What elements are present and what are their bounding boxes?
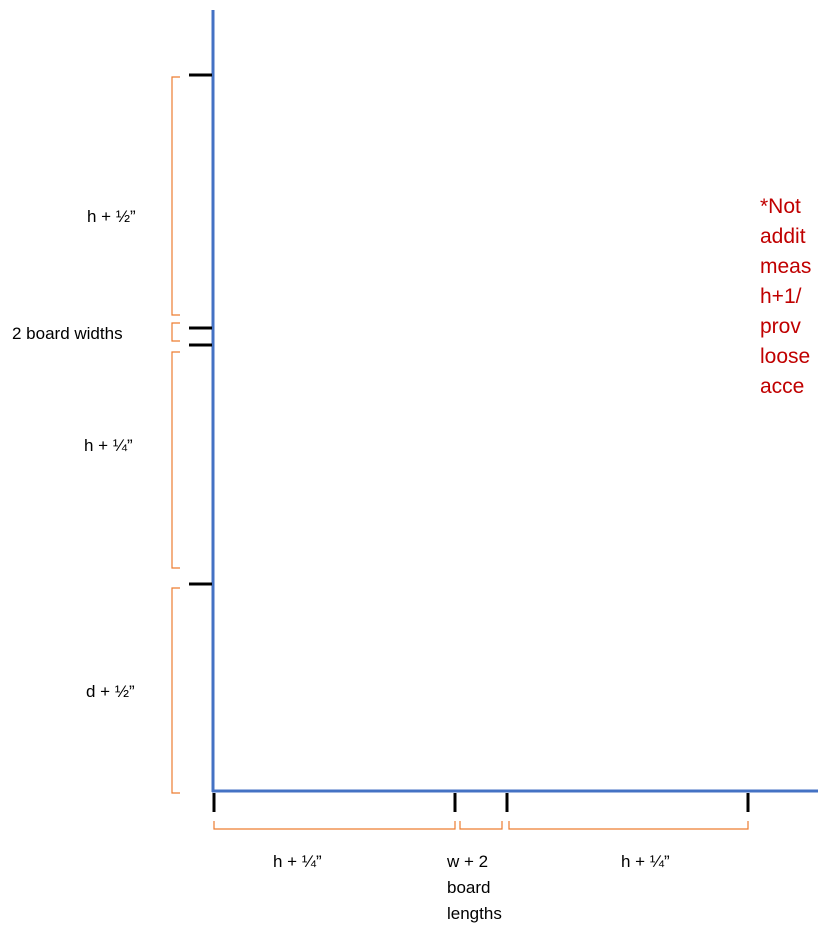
note-line: meas <box>760 255 812 278</box>
label-bottom: d + ½” <box>86 682 135 701</box>
bracket-gap <box>171 322 180 342</box>
label-h-center-2: board <box>447 878 491 897</box>
bracket-middle <box>171 351 180 569</box>
note-line: loose <box>760 345 811 368</box>
bracket-h-right <box>508 821 749 830</box>
note-line: acce <box>760 375 805 398</box>
label-h-right: h + ¼” <box>621 852 670 871</box>
bracket-bottom <box>171 587 180 794</box>
label-h-center-3: lengths <box>447 904 502 923</box>
label-h-left: h + ¼” <box>273 852 322 871</box>
note-line: addit <box>760 225 806 248</box>
bracket-h-center <box>459 821 503 830</box>
bracket-h-left <box>213 821 456 830</box>
note-line: *Not <box>760 195 801 218</box>
label-middle: h + ¼” <box>84 436 133 455</box>
bracket-top <box>171 76 180 316</box>
note-line: prov <box>760 315 801 338</box>
note-text: *Not addit meas h+1/ prov loose acce <box>760 192 818 402</box>
label-top: h + ½” <box>87 207 136 226</box>
label-gap: 2 board widths <box>12 324 123 343</box>
label-h-center-1: w + 2 <box>447 852 489 871</box>
note-line: h+1/ <box>760 285 802 308</box>
